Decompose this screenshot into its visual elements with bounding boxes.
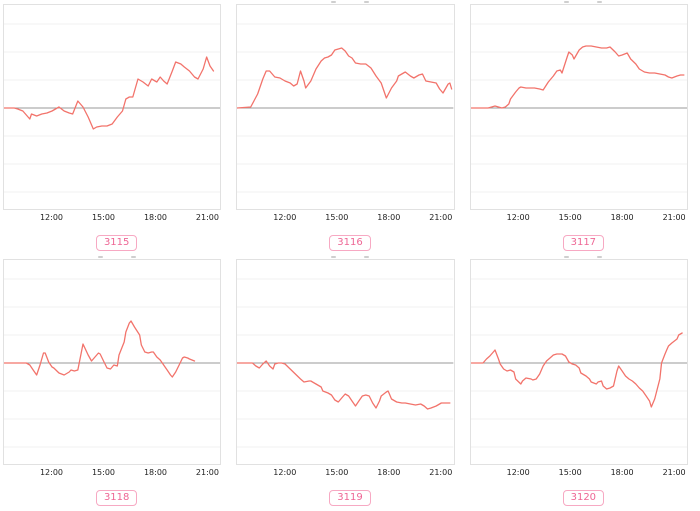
x-tick-label: 18:00 xyxy=(610,468,634,477)
line-chart xyxy=(237,23,454,193)
chart-cell: 12:00 15:00 18:00 21:00 3120 xyxy=(467,255,700,511)
x-tick-label: 18:00 xyxy=(143,468,167,477)
chart-id-badge[interactable]: 3117 xyxy=(562,235,605,251)
x-tick-label: 18:00 xyxy=(610,213,634,222)
series-line xyxy=(237,47,453,109)
chart-id-badge[interactable]: 3118 xyxy=(95,490,138,506)
chart-id-badge[interactable]: 3119 xyxy=(329,490,371,506)
x-tick-label: 18:00 xyxy=(143,213,167,222)
x-axis: 12:00 15:00 18:00 21:00 xyxy=(3,465,221,480)
x-tick-label: 21:00 xyxy=(662,213,686,222)
x-tick-label: 15:00 xyxy=(325,468,349,477)
x-tick-label: 21:00 xyxy=(195,213,219,222)
x-tick-label: 21:00 xyxy=(429,213,453,222)
line-chart xyxy=(470,23,687,193)
x-tick-label: 18:00 xyxy=(377,468,401,477)
badge-row: 3116 xyxy=(233,230,466,251)
plot-area xyxy=(3,259,222,465)
clipped-title-remnant xyxy=(467,256,700,258)
badge-row: 3118 xyxy=(0,485,233,506)
x-tick-label: 12:00 xyxy=(39,213,64,222)
chart-id-badge[interactable]: 3115 xyxy=(95,235,138,251)
plot-area xyxy=(3,4,222,210)
plot-area xyxy=(469,4,688,210)
series-line xyxy=(470,45,685,109)
x-axis: 12:00 15:00 18:00 21:00 xyxy=(470,465,688,480)
badge-row: 3115 xyxy=(0,230,233,251)
line-chart xyxy=(470,278,687,448)
chart-id-badge[interactable]: 3120 xyxy=(562,490,605,506)
plot-area xyxy=(236,259,455,465)
x-tick-label: 18:00 xyxy=(377,213,401,222)
plot-area xyxy=(236,4,455,210)
chart-cell: 12:00 15:00 18:00 21:00 3115 xyxy=(0,0,233,255)
x-axis: 12:00 15:00 18:00 21:00 xyxy=(236,465,454,480)
plot-area xyxy=(469,259,688,465)
x-axis: 12:00 15:00 18:00 21:00 xyxy=(3,210,221,225)
x-tick-label: 21:00 xyxy=(429,468,453,477)
chart-cell: 12:00 15:00 18:00 21:00 3119 xyxy=(233,255,466,511)
chart-id-badge[interactable]: 3116 xyxy=(329,235,371,251)
clipped-title-remnant xyxy=(233,256,466,258)
x-tick-label: 21:00 xyxy=(195,468,219,477)
chart-cell: 12:00 15:00 18:00 21:00 3116 xyxy=(233,0,466,255)
x-tick-label: 21:00 xyxy=(662,468,686,477)
badge-row: 3120 xyxy=(467,485,700,506)
line-chart xyxy=(4,278,221,448)
x-tick-label: 15:00 xyxy=(558,213,582,222)
x-tick-label: 12:00 xyxy=(273,468,297,477)
x-axis: 12:00 15:00 18:00 21:00 xyxy=(470,210,688,225)
x-tick-label: 15:00 xyxy=(325,213,349,222)
series-line xyxy=(4,56,215,130)
x-tick-label: 15:00 xyxy=(558,468,582,477)
clipped-title-remnant xyxy=(0,256,233,258)
line-chart xyxy=(237,278,454,448)
x-tick-label: 12:00 xyxy=(273,213,297,222)
x-tick-label: 12:00 xyxy=(506,213,530,222)
x-axis: 12:00 15:00 18:00 21:00 xyxy=(236,210,454,225)
series-line xyxy=(4,320,196,378)
chart-cell: 12:00 15:00 18:00 21:00 3118 xyxy=(0,255,233,511)
line-chart xyxy=(4,23,221,193)
badge-row: 3117 xyxy=(467,230,700,251)
x-tick-label: 15:00 xyxy=(91,468,116,477)
x-tick-label: 12:00 xyxy=(39,468,64,477)
badge-row: 3119 xyxy=(233,485,466,506)
series-line xyxy=(237,360,451,410)
clipped-title-remnant xyxy=(467,1,700,3)
x-tick-label: 12:00 xyxy=(506,468,530,477)
clipped-title-remnant xyxy=(233,1,466,3)
chart-cell: 12:00 15:00 18:00 21:00 3117 xyxy=(467,0,700,255)
series-line xyxy=(470,332,683,408)
x-tick-label: 15:00 xyxy=(91,213,116,222)
